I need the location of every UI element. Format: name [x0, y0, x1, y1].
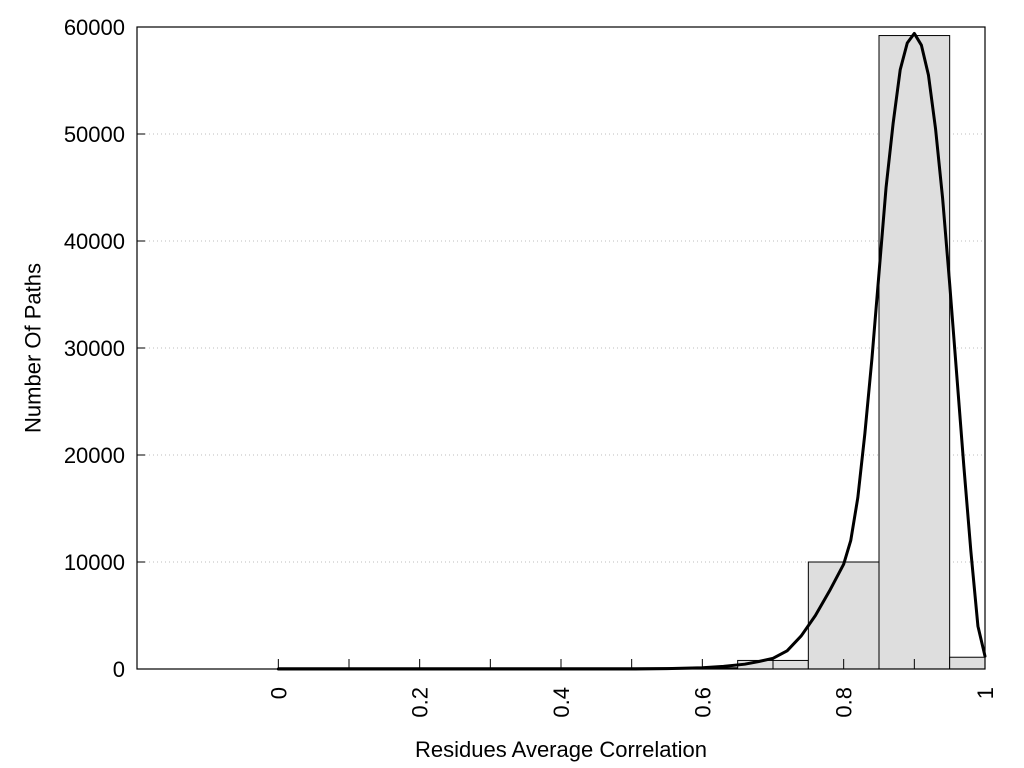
y-tick-label: 50000: [64, 122, 125, 147]
y-axis-title: Number Of Paths: [21, 263, 46, 433]
x-tick-label: 0.2: [408, 687, 433, 718]
x-tick-label: 0.8: [832, 687, 857, 718]
x-tick-label: 0: [266, 687, 291, 699]
bars-layer: [277, 35, 986, 670]
y-tick-label: 20000: [64, 443, 125, 468]
histogram-bar: [949, 656, 986, 670]
y-axis-ticks: 0 10000 20000 30000 40000 50000 60000: [64, 15, 145, 682]
x-axis-title: Residues Average Correlation: [415, 737, 707, 762]
y-tick-label: 40000: [64, 229, 125, 254]
histogram-bar: [878, 35, 951, 670]
histogram-bar: [807, 561, 880, 670]
y-tick-label: 60000: [64, 15, 125, 40]
y-tick-label: 30000: [64, 336, 125, 361]
x-tick-label: 0.4: [549, 687, 574, 718]
y-tick-label: 0: [113, 657, 125, 682]
x-axis-ticks: 0 0.2 0.4 0.6 0.8 1: [266, 659, 998, 718]
y-tick-label: 10000: [64, 550, 125, 575]
x-tick-label: 0.6: [690, 687, 715, 718]
x-tick-label: 1: [973, 687, 998, 699]
grid-layer: [137, 133, 985, 563]
